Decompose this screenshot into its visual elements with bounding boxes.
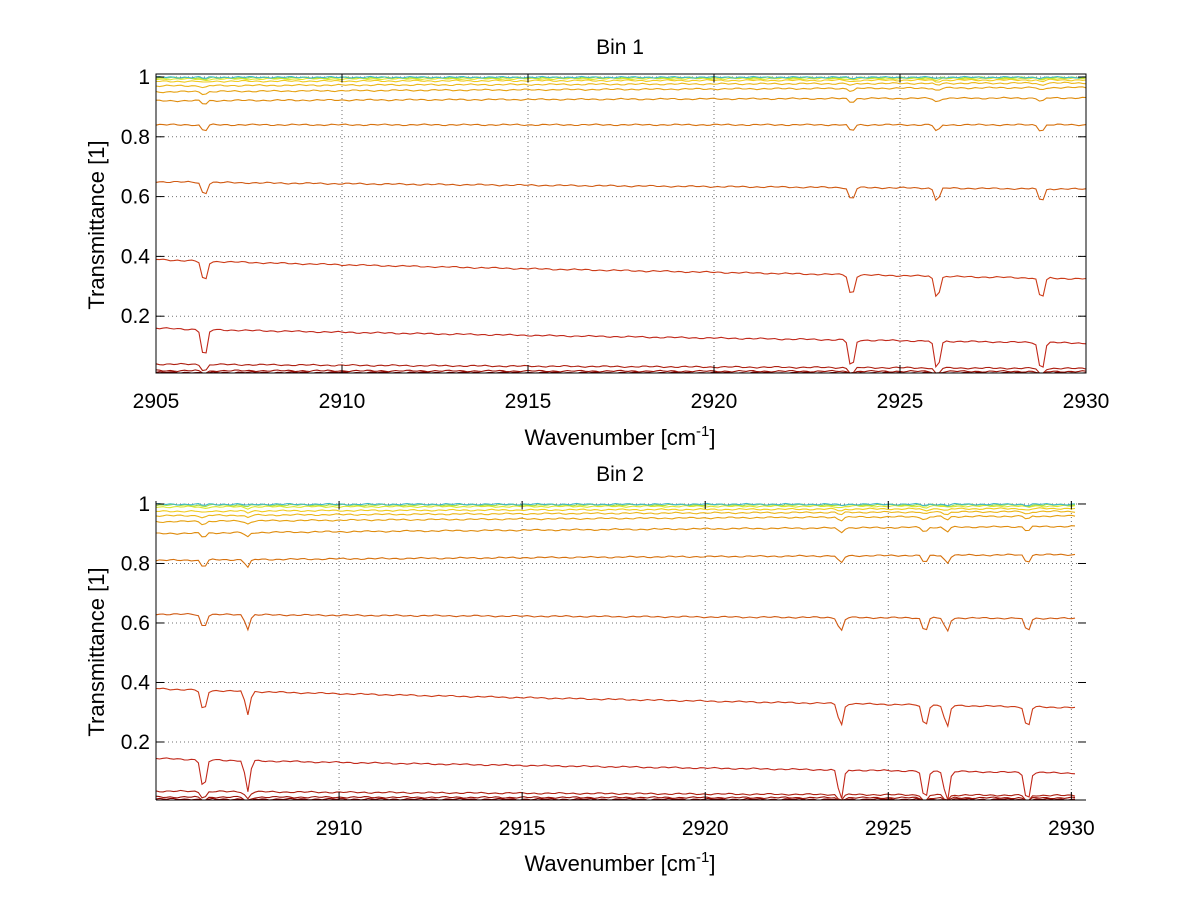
y-tick-label: 1 [138,66,150,89]
series-line [156,525,1076,538]
series-line [155,180,1087,202]
axes-bin-2: Bin 2 2910 2915 2920 2925 29300.20.40.60.81 … [84,463,1095,876]
y-tick-label: 0.6 [121,612,150,635]
y-axis-label: Transmittance [1] [84,567,109,736]
y-tick-label: 0.2 [121,305,150,328]
series-line [156,96,1087,105]
x-tick-label: 2920 [691,390,738,413]
series-line [155,510,1076,519]
series-line [155,504,1076,510]
series-line [155,81,1087,89]
series-line [155,687,1076,729]
y-tick-label: 0.8 [121,126,150,149]
x-tick-label: 2915 [505,390,552,413]
y-tick-label: 0.2 [121,731,150,754]
x-tick-label: 2920 [682,817,729,840]
series-line [155,86,1087,96]
y-axis-label: Transmittance [1] [84,140,109,309]
series-line [155,75,1086,80]
axes-bin-1: Bin 1 2905 2910 2915 2920 2925 2930 0.2 0.4 0.6 0… [84,36,1109,450]
y-tick-label: 0.4 [121,671,151,694]
x-tick-label: 2915 [499,817,546,840]
series-line [155,327,1087,369]
y-tick-label: 0.8 [121,552,150,575]
chart-title: Bin 2 [596,463,644,486]
series-line [155,258,1087,298]
x-tick-label: 2925 [865,817,912,840]
series-line [155,123,1087,132]
series-line [156,507,1076,514]
series-line [155,362,1087,374]
x-tick-label: 2930 [1048,817,1095,840]
series-line [155,789,1076,801]
y-tick-label: 0.6 [121,186,150,209]
chart-title: Bin 1 [596,36,644,59]
x-axis-label: Wavenumber [cm-1] [524,849,715,876]
plot-frame [155,73,1087,374]
series-line [155,78,1087,83]
series-line [155,514,1076,526]
x-tick-label: 2910 [316,817,363,840]
y-tick-label: 1 [138,493,150,516]
series-line [155,757,1076,801]
y-tick-label: 0.4 [121,245,151,268]
x-tick-label: 2910 [319,390,366,413]
series-line [155,553,1076,569]
x-tick-label: 2930 [1063,390,1110,413]
series-line [155,502,1075,507]
series-line [155,369,1087,374]
x-axis-label: Wavenumber [cm-1] [524,423,715,450]
series-line [155,612,1076,633]
x-tick-label: 2925 [877,390,924,413]
x-tick-label: 2905 [133,390,180,413]
